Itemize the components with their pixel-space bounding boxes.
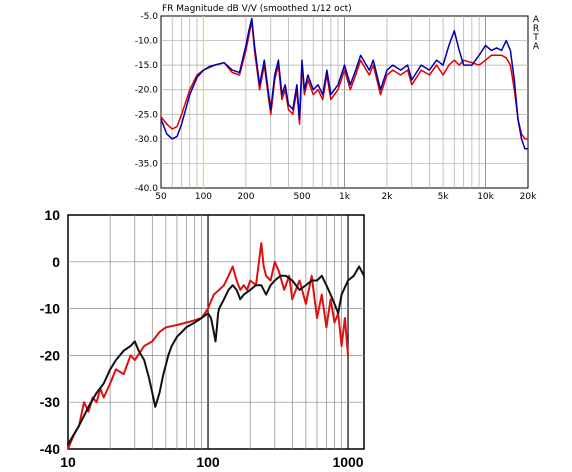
- y-tick-label: 0: [52, 254, 60, 270]
- series-line-1: [160, 20, 529, 140]
- x-tick-label: 10k: [477, 192, 494, 202]
- series-line-2: [160, 17, 529, 150]
- y-tick-label: -25.0: [135, 110, 159, 120]
- side-label-letter: T: [532, 33, 539, 43]
- series-line-2: [67, 265, 365, 446]
- x-tick-label: 2k: [381, 192, 393, 202]
- y-tick-label: 10: [44, 207, 60, 223]
- y-tick-label: -30: [40, 394, 60, 410]
- y-tick-label: -10.0: [135, 37, 159, 47]
- y-tick-label: -20: [40, 347, 60, 363]
- side-label-letter: R: [533, 24, 539, 34]
- top-chart-series-group: [160, 17, 529, 150]
- top-chart-gridlines: [161, 16, 528, 188]
- y-tick-label: -40.0: [135, 184, 159, 194]
- y-tick-label: -5.0: [140, 12, 158, 22]
- x-tick-label: 1k: [339, 192, 351, 202]
- y-tick-label: -15.0: [135, 61, 159, 71]
- top-chart-title: FR Magnitude dB V/V (smoothed 1/12 oct): [162, 4, 352, 14]
- x-tick-label: 100: [196, 454, 220, 470]
- x-tick-label: 50: [155, 192, 167, 202]
- y-tick-label: -35.0: [135, 159, 159, 169]
- top-chart-tick-labels: 50 100 200 500 1k 2k 5k 10k 20k -5.0 -10.0 -15.0 -20…: [135, 12, 537, 202]
- y-tick-label: -40: [40, 441, 60, 457]
- series-line-1: [67, 242, 349, 450]
- x-tick-label: 500: [293, 192, 310, 202]
- y-tick-label: -20.0: [135, 86, 159, 96]
- y-tick-label: -30.0: [135, 135, 159, 145]
- x-tick-label: 200: [237, 192, 254, 202]
- bottom-chart-gridlines: [68, 215, 364, 449]
- side-label-letter: A: [533, 15, 540, 25]
- x-tick-label: 100: [195, 192, 212, 202]
- bottom-chart-series-group: [67, 242, 365, 450]
- x-tick-label: 10: [60, 454, 76, 470]
- side-label-letter: A: [533, 42, 540, 52]
- x-tick-label: 20k: [520, 192, 537, 202]
- x-tick-label: 5k: [438, 192, 450, 202]
- y-tick-label: -10: [40, 301, 60, 317]
- top-chart: 50 100 200 500 1k 2k 5k 10k 20k -5.0 -10.0 -15.0 -20…: [135, 4, 540, 202]
- x-tick-label: 1000: [332, 454, 363, 470]
